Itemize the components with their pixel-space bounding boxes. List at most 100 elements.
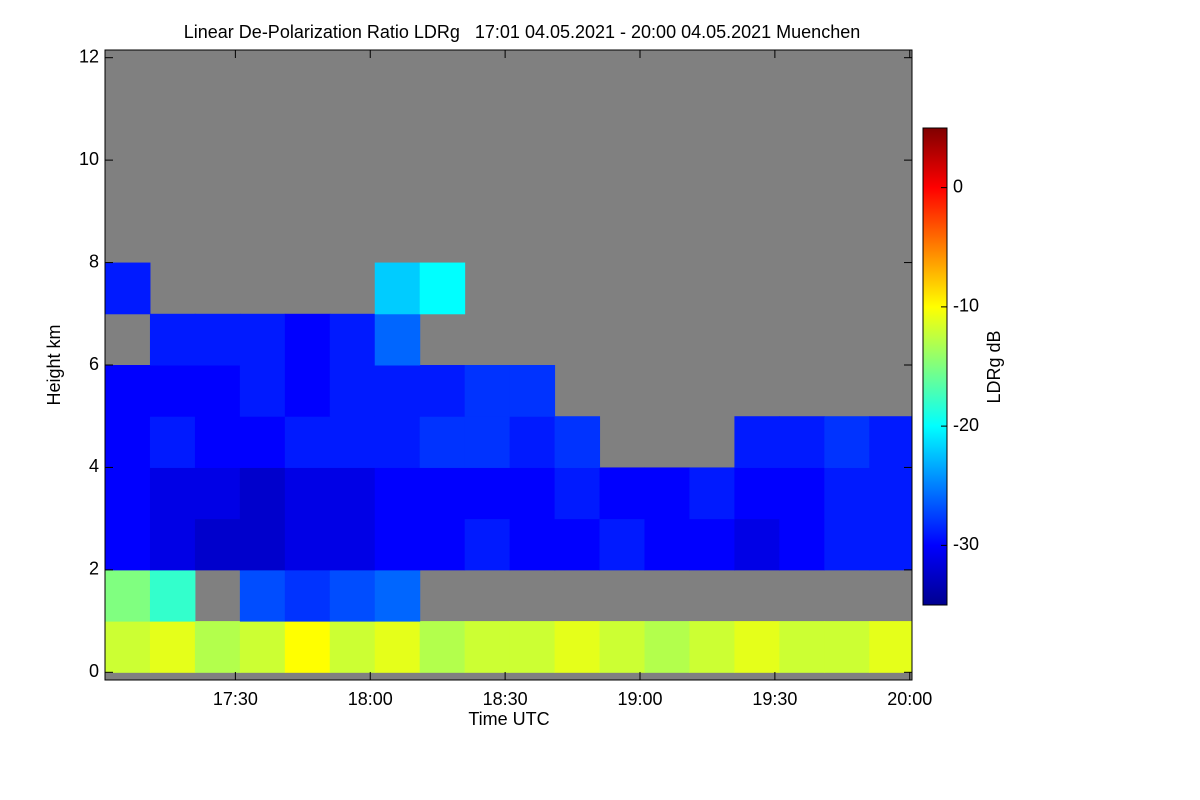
heatmap-cell (329, 518, 376, 571)
heatmap-cell (644, 621, 690, 673)
y-tick-label: 0 (89, 661, 99, 681)
heatmap-cell (644, 467, 690, 520)
heatmap-cell (554, 416, 601, 468)
heatmap-cell (105, 518, 151, 571)
heatmap-cell (644, 518, 690, 571)
heatmap-cell (374, 467, 421, 520)
x-axis-label: Time UTC (468, 709, 549, 729)
heatmap-cell (734, 416, 780, 468)
heatmap-cell (105, 262, 151, 315)
colorbar (922, 127, 948, 606)
heatmap-cell (105, 467, 151, 520)
y-tick-label: 8 (89, 251, 99, 271)
heatmap-cell (105, 416, 151, 468)
heatmap-cell (105, 621, 151, 673)
heatmap-cell (105, 569, 151, 622)
heatmap-cell (239, 365, 286, 417)
heatmap-cell (734, 621, 780, 673)
heatmap-cell (779, 621, 825, 673)
heatmap-cell (734, 467, 780, 520)
heatmap-cell (239, 518, 286, 571)
heatmap-cell (509, 365, 556, 417)
x-tick-label: 18:00 (348, 689, 393, 709)
heatmap-cell (239, 569, 286, 622)
heatmap-cell (329, 313, 376, 366)
heatmap-cell (374, 518, 421, 571)
chart-title: Linear De-Polarization Ratio LDRg 17:01 … (184, 22, 860, 42)
x-tick-label: 19:00 (617, 689, 662, 709)
heatmap-cell (374, 569, 421, 622)
heatmap-cell (194, 365, 241, 417)
heatmap-cell (509, 621, 556, 673)
heatmap-cell (689, 621, 735, 673)
x-tick-label: 18:30 (483, 689, 528, 709)
heatmap-cell (239, 467, 286, 520)
heatmap-cell (689, 518, 735, 571)
heatmap-cell (464, 621, 511, 673)
x-tick-label: 17:30 (213, 689, 258, 709)
heatmap-cell (149, 518, 196, 571)
heatmap-cell (824, 621, 870, 673)
heatmap-cell (329, 467, 376, 520)
heatmap-cell (284, 467, 331, 520)
heatmap-cell (419, 518, 466, 571)
colorbar-tick-label: -30 (953, 534, 979, 554)
heatmap-cell (149, 416, 196, 468)
heatmap-cell (779, 416, 825, 468)
heatmap-cell (869, 467, 913, 520)
heatmap-cell (284, 313, 331, 366)
heatmap-cell (284, 569, 331, 622)
heatmap-cell (779, 467, 825, 520)
heatmap-cell (374, 621, 421, 673)
heatmap-cell (554, 518, 601, 571)
x-tick-label: 20:00 (887, 689, 932, 709)
heatmap-cell (284, 518, 331, 571)
heatmap-cell (374, 416, 421, 468)
heatmap-cell (869, 416, 913, 468)
heatmap-cell (194, 467, 241, 520)
heatmap-cell (869, 518, 913, 571)
heatmap-cell (149, 313, 196, 366)
heatmap-cell (599, 621, 645, 673)
heatmap-cell (239, 416, 286, 468)
heatmap-cell (329, 569, 376, 622)
heatmap-cell (734, 518, 780, 571)
heatmap-cell (824, 416, 870, 468)
heatmap-cell (554, 621, 601, 673)
heatmap-cell (194, 416, 241, 468)
heatmap-cell (329, 416, 376, 468)
heatmap-cell (419, 621, 466, 673)
heatmap-cell (105, 365, 151, 417)
colorbar-tick-label: -10 (953, 296, 979, 316)
heatmap-cell (239, 313, 286, 366)
heatmap-cell (824, 518, 870, 571)
heatmap-cell (374, 365, 421, 417)
heatmap-cell (284, 621, 331, 673)
heatmap-cell (509, 416, 556, 468)
heatmap-cell (194, 621, 241, 673)
y-tick-label: 10 (79, 149, 99, 169)
heatmap-cell (374, 262, 421, 315)
heatmap-cell (329, 365, 376, 417)
heatmap-cell (824, 467, 870, 520)
heatmap-cell (419, 467, 466, 520)
colorbar-label: LDRg dB (984, 330, 1004, 403)
x-tick-label: 19:30 (752, 689, 797, 709)
heatmap-cell (599, 518, 645, 571)
heatmap-cell (239, 621, 286, 673)
heatmap-cell (419, 416, 466, 468)
heatmap-cell (464, 518, 511, 571)
heatmap-cell (329, 621, 376, 673)
heatmap-cell (194, 518, 241, 571)
heatmap-cell (869, 621, 913, 673)
y-tick-label: 2 (89, 559, 99, 579)
heatmap-cell (464, 416, 511, 468)
colorbar-tick-label: 0 (953, 176, 963, 196)
heatmap-cell (374, 313, 421, 366)
heatmap-cell (149, 569, 196, 622)
y-tick-label: 6 (89, 354, 99, 374)
heatmap-cell (509, 518, 556, 571)
heatmap-cell (554, 467, 601, 520)
heatmap-cell (149, 467, 196, 520)
